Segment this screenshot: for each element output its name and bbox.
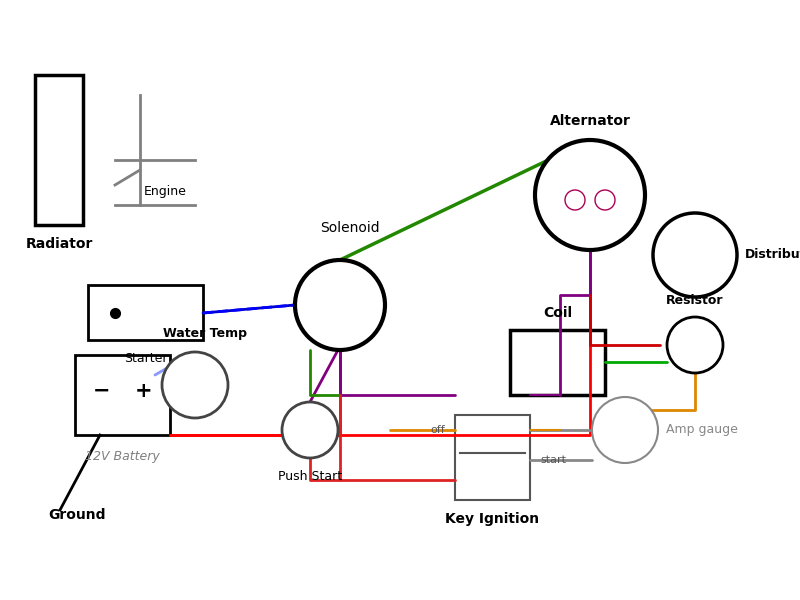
Bar — [510, 330, 605, 395]
Text: Water Temp: Water Temp — [163, 327, 247, 340]
Circle shape — [667, 317, 723, 373]
Text: Radiator: Radiator — [26, 237, 93, 251]
Text: Push Start: Push Start — [278, 470, 342, 483]
Text: Resistor: Resistor — [666, 294, 724, 307]
Text: start: start — [540, 455, 566, 465]
Text: Key Ignition: Key Ignition — [446, 512, 539, 526]
Circle shape — [653, 213, 737, 297]
Circle shape — [295, 260, 385, 350]
Text: 12V Battery: 12V Battery — [85, 450, 160, 463]
Text: Coil: Coil — [543, 306, 572, 320]
Bar — [35, 75, 83, 225]
Text: Solenoid: Solenoid — [320, 221, 380, 235]
Text: Alternator: Alternator — [550, 114, 630, 128]
Bar — [455, 415, 530, 500]
Circle shape — [282, 402, 338, 458]
Text: Amp gauge: Amp gauge — [666, 424, 738, 437]
Bar — [75, 355, 170, 435]
Bar — [88, 285, 203, 340]
Text: +: + — [134, 381, 152, 401]
Text: Engine: Engine — [143, 185, 186, 198]
Text: −: − — [93, 381, 110, 401]
Circle shape — [592, 397, 658, 463]
Text: off: off — [430, 425, 445, 435]
Circle shape — [162, 352, 228, 418]
Text: Ground: Ground — [48, 508, 106, 522]
Circle shape — [535, 140, 645, 250]
Circle shape — [595, 190, 615, 210]
Circle shape — [565, 190, 585, 210]
Text: Distributor: Distributor — [745, 248, 800, 262]
Text: Starter: Starter — [124, 352, 167, 365]
